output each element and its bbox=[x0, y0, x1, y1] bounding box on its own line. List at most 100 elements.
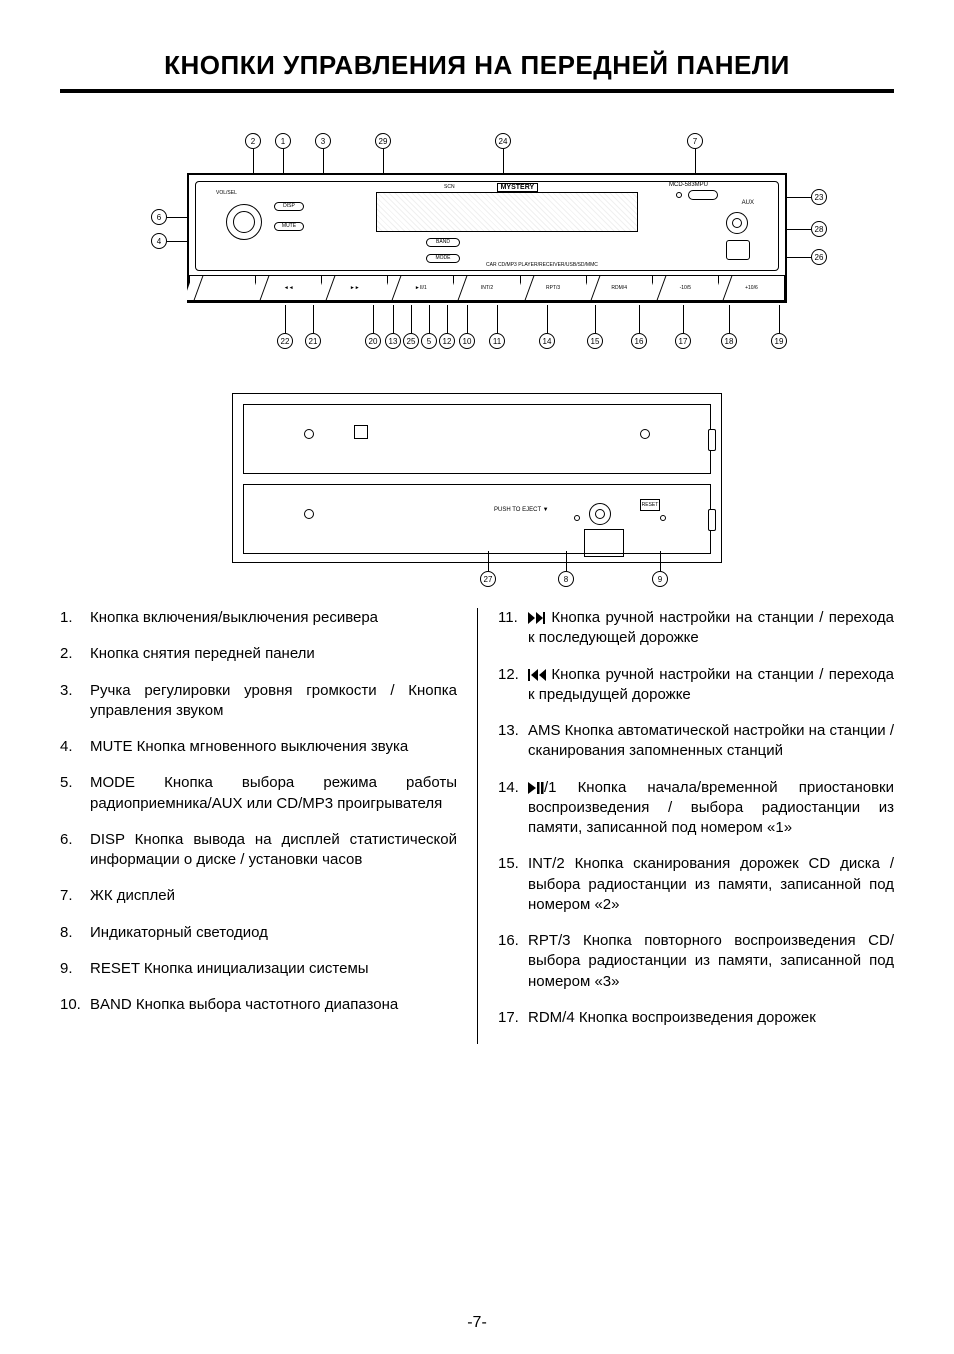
row-btn-8: +10/6 bbox=[719, 275, 785, 301]
item-text: RESET Кнопка инициализации системы bbox=[90, 959, 457, 979]
mute-button-icon: MUTE bbox=[274, 222, 304, 231]
legend-col-right: 11. Кнопка ручной настройки на станции /… bbox=[477, 608, 894, 1044]
list-item: 2.Кнопка снятия передней панели bbox=[60, 644, 457, 664]
list-item: 15.INT/2 Кнопка сканирования дорожек CD … bbox=[498, 854, 894, 915]
band-button-icon: BAND bbox=[426, 238, 460, 247]
vol-sel-label: VOL/SEL bbox=[216, 190, 237, 196]
row-btn-2: ►► bbox=[322, 275, 388, 301]
callout-9: 9 bbox=[652, 571, 668, 587]
item-text: INT/2 Кнопка сканирования дорожек CD дис… bbox=[528, 854, 894, 915]
square-icon bbox=[354, 425, 368, 439]
item-number: 8. bbox=[60, 923, 90, 943]
item-text: Индикаторный светодиод bbox=[90, 923, 457, 943]
item-number: 15. bbox=[498, 854, 528, 915]
callout-19: 19 bbox=[771, 333, 787, 349]
callout-20: 20 bbox=[365, 333, 381, 349]
item-text: DISP Кнопка вывода на дисплей статистиче… bbox=[90, 830, 457, 871]
legend-columns: 1.Кнопка включения/выключения ресивера2.… bbox=[60, 608, 894, 1044]
list-item: 17.RDM/4 Кнопка воспроизведения дорожек bbox=[498, 1008, 894, 1028]
button-row: ◄◄ ►► ►II/1 INT/2 RPT/3 RDM/4 -10/5 +10/… bbox=[189, 275, 785, 301]
callout-24: 24 bbox=[495, 133, 511, 149]
callout-21: 21 bbox=[305, 333, 321, 349]
page-title: КНОПКИ УПРАВЛЕНИЯ НА ПЕРЕДНЕЙ ПАНЕЛИ bbox=[60, 50, 894, 81]
item-number: 12. bbox=[498, 665, 528, 706]
row-btn-4: INT/2 bbox=[454, 275, 520, 301]
device-outline: VOL/SEL SCN DISP MUTE BAND MODE MYSTERY … bbox=[187, 173, 787, 303]
list-item: 8.Индикаторный светодиод bbox=[60, 923, 457, 943]
list-item: 13.AMS Кнопка автоматической настройки н… bbox=[498, 721, 894, 762]
callout-23: 23 bbox=[811, 189, 827, 205]
callout-18: 18 bbox=[721, 333, 737, 349]
item-text: Кнопка ручной настройки на станции / пер… bbox=[528, 608, 894, 649]
item-text: ЖК дисплей bbox=[90, 886, 457, 906]
led-icon bbox=[676, 192, 682, 198]
callout-26: 26 bbox=[811, 249, 827, 265]
front-panel-diagram: 2 1 3 29 24 7 6 4 23 28 26 VOL/SEL SCN D… bbox=[127, 133, 827, 573]
callout-7: 7 bbox=[687, 133, 703, 149]
item-text: /1 Кнопка начала/временной приостановки … bbox=[528, 778, 894, 839]
row-btn-6: RDM/4 bbox=[587, 275, 653, 301]
list-item: 7.ЖК дисплей bbox=[60, 886, 457, 906]
callout-27: 27 bbox=[480, 571, 496, 587]
item-text: Кнопка включения/выключения ресивера bbox=[90, 608, 457, 628]
callout-12: 12 bbox=[439, 333, 455, 349]
item-number: 9. bbox=[60, 959, 90, 979]
item-text: Кнопка снятия передней панели bbox=[90, 644, 457, 664]
callout-22: 22 bbox=[277, 333, 293, 349]
reset-label: RESET bbox=[640, 499, 660, 511]
item-text: MUTE Кнопка мгновенного выключения звука bbox=[90, 737, 457, 757]
callout-3: 3 bbox=[315, 133, 331, 149]
callout-2: 2 bbox=[245, 133, 261, 149]
list-item: 16.RPT/3 Кнопка повторного воспроизведен… bbox=[498, 931, 894, 992]
item-number: 2. bbox=[60, 644, 90, 664]
item-number: 13. bbox=[498, 721, 528, 762]
page-number: -7- bbox=[0, 1314, 954, 1332]
push-eject-label: PUSH TO EJECT ▼ bbox=[494, 507, 549, 513]
list-item: 6.DISP Кнопка вывода на дисплей статисти… bbox=[60, 830, 457, 871]
callout-13: 13 bbox=[385, 333, 401, 349]
list-item: 1.Кнопка включения/выключения ресивера bbox=[60, 608, 457, 628]
callout-4: 4 bbox=[151, 233, 167, 249]
card-slot-icon bbox=[584, 529, 624, 557]
aux-label: AUX bbox=[742, 200, 754, 206]
row-btn-5: RPT/3 bbox=[521, 275, 587, 301]
row-btn-3: ►II/1 bbox=[388, 275, 454, 301]
usb-port-icon bbox=[726, 240, 750, 260]
item-number: 11. bbox=[498, 608, 528, 649]
item-text: RPT/3 Кнопка повторного воспроизведения … bbox=[528, 931, 894, 992]
clip-top-icon bbox=[708, 429, 716, 451]
cd-hub-icon bbox=[589, 503, 611, 525]
item-number: 16. bbox=[498, 931, 528, 992]
list-item: 5.MODE Кнопка выбора режима работы радио… bbox=[60, 773, 457, 814]
callout-14: 14 bbox=[539, 333, 555, 349]
disp-button-icon: DISP bbox=[274, 202, 304, 211]
callout-11: 11 bbox=[489, 333, 505, 349]
item-number: 7. bbox=[60, 886, 90, 906]
brand-label: MYSTERY bbox=[497, 183, 539, 192]
list-item: 14./1 Кнопка начала/временной приостанов… bbox=[498, 778, 894, 839]
callout-15: 15 bbox=[587, 333, 603, 349]
callout-28: 28 bbox=[811, 221, 827, 237]
list-item: 3.Ручка регулировки уровня громкости / К… bbox=[60, 681, 457, 722]
eject-button-icon bbox=[688, 190, 718, 200]
legend-col-left: 1.Кнопка включения/выключения ресивера2.… bbox=[60, 608, 477, 1044]
title-rule bbox=[60, 89, 894, 93]
item-text: MODE Кнопка выбора режима работы радиопр… bbox=[90, 773, 457, 814]
scn-label: SCN bbox=[444, 184, 455, 190]
item-number: 3. bbox=[60, 681, 90, 722]
item-number: 1. bbox=[60, 608, 90, 628]
callout-29: 29 bbox=[375, 133, 391, 149]
callout-17: 17 bbox=[675, 333, 691, 349]
item-text: AMS Кнопка автоматической настройки на с… bbox=[528, 721, 894, 762]
item-text: Кнопка ручной настройки на станции / пер… bbox=[528, 665, 894, 706]
item-number: 17. bbox=[498, 1008, 528, 1028]
mode-button-icon: MODE bbox=[426, 254, 460, 263]
callout-5: 5 bbox=[421, 333, 437, 349]
volume-knob-icon bbox=[226, 204, 262, 240]
item-number: 14. bbox=[498, 778, 528, 839]
list-item: 4.MUTE Кнопка мгновенного выключения зву… bbox=[60, 737, 457, 757]
callout-25: 25 bbox=[403, 333, 419, 349]
item-text: Ручка регулировки уровня громкости / Кно… bbox=[90, 681, 457, 722]
behind-panel-diagram: PUSH TO EJECT ▼ RESET 27 8 9 bbox=[232, 393, 722, 573]
item-number: 6. bbox=[60, 830, 90, 871]
